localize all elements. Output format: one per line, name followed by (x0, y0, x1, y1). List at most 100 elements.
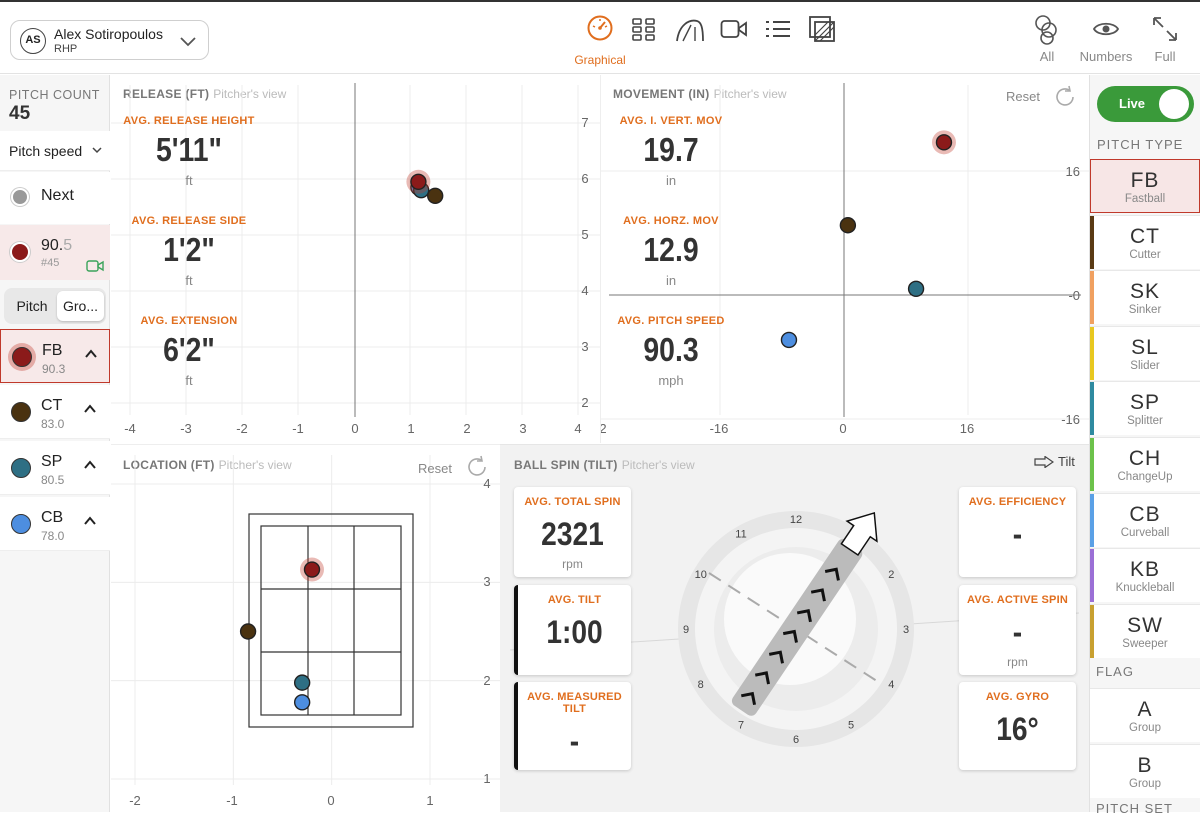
x-tick-label: 0 (351, 421, 358, 436)
data-point-fb (303, 561, 321, 578)
location-reset-button[interactable]: Reset (418, 461, 452, 476)
spin-band-bar (731, 538, 863, 716)
pitch-type-cb[interactable]: CB Curveball (1090, 492, 1200, 547)
x-tick-label: 2 (463, 421, 470, 436)
movement-title: MOVEMENT (IN) Pitcher's view (613, 87, 787, 101)
spin-chevron (754, 671, 770, 685)
pitch-speed: 78.0 (41, 529, 65, 543)
last-pitch-number: #45 (41, 257, 60, 269)
view-numbers[interactable]: Numbers (1079, 49, 1133, 64)
stat-label: AVG. I. VERT. MOV (619, 115, 723, 127)
pitch-dot (11, 402, 31, 422)
pitch-row-sp[interactable]: SP 80.5 (0, 441, 110, 495)
arrow-right-icon (1034, 456, 1054, 468)
pitch-type-sp[interactable]: SP Splitter (1090, 381, 1200, 436)
stat-unit: in (665, 173, 677, 188)
clock-number: 3 (903, 624, 909, 636)
release-stat-1: AVG. RELEASE SIDE 1'2" ft (119, 215, 259, 288)
view-all[interactable]: All (1039, 49, 1055, 64)
pitch-type-name: Cutter (1129, 248, 1161, 261)
pitch-type-ct[interactable]: CT Cutter (1090, 214, 1200, 269)
y-tick-label: -16 (1061, 412, 1080, 427)
x-tick-label: 16 (960, 421, 974, 436)
movement-stat-1: AVG. HORZ. MOV 12.9 in (601, 215, 741, 288)
flag-group-b[interactable]: B Group (1090, 743, 1200, 798)
pitch-type-sw[interactable]: SW Sweeper (1090, 603, 1200, 658)
pitch-abbr: SP (41, 453, 63, 470)
movement-stat-0: AVG. I. VERT. MOV 19.7 in (601, 115, 741, 188)
clock-number: 10 (695, 569, 707, 581)
trajectory-icon[interactable] (675, 17, 705, 43)
pitch-row-cb[interactable]: CB 78.0 (0, 497, 110, 551)
stat-value: 6'2" (163, 331, 215, 368)
pitch-type-ch[interactable]: CH ChangeUp (1090, 437, 1200, 491)
last-pitch-row[interactable]: 90.5 #45 (0, 225, 110, 280)
refresh-icon[interactable] (465, 455, 489, 479)
all-pitches-icon[interactable] (1033, 14, 1061, 46)
stat-value: 19.7 (643, 131, 699, 168)
video-icon[interactable] (86, 260, 104, 272)
pitch-abbr: FB (42, 342, 63, 359)
card-value: - (569, 723, 580, 759)
y-tick-label: 2 (581, 395, 588, 410)
view-full[interactable]: Full (1154, 49, 1176, 64)
eye-icon[interactable] (1093, 20, 1119, 38)
strike-zone-icon[interactable] (808, 15, 836, 43)
card-unit: rpm (562, 557, 583, 571)
location-panel: LOCATION (FT) Pitcher's view -2 -1 0 1 4 3 2 1 R… (111, 444, 500, 812)
metric-select-value: Pitch speed (9, 143, 83, 159)
pitch-dot (11, 458, 31, 478)
data-point-sp (907, 280, 925, 298)
chevron-up-icon[interactable] (84, 460, 96, 470)
chevron-up-icon[interactable] (85, 349, 97, 359)
grid-icon[interactable] (632, 18, 656, 42)
chevron-up-icon[interactable] (84, 516, 96, 526)
player-selector[interactable]: AS Alex Sotiropoulos RHP (10, 20, 209, 60)
tab-graphical[interactable]: Graphical (574, 53, 626, 67)
pitch-type-color-strip (1090, 326, 1094, 380)
pitch-type-kb[interactable]: KB Knuckleball (1090, 548, 1200, 603)
pitch-set-label: PITCH SET (1096, 801, 1173, 816)
movement-reset-button[interactable]: Reset (1006, 89, 1040, 104)
player-name: Alex Sotiropoulos (54, 26, 163, 42)
pitch-type-name: Splitter (1127, 415, 1163, 428)
list-icon[interactable] (765, 19, 791, 39)
gauge-icon[interactable] (586, 14, 614, 42)
pitch-row-fb[interactable]: FB 90.3 (0, 329, 110, 383)
data-point-ct (839, 217, 857, 234)
pitch-row-ct[interactable]: CT 83.0 (0, 385, 110, 439)
location-subtitle: Pitcher's view (218, 458, 292, 472)
expand-icon[interactable] (1152, 16, 1178, 42)
strike-zone-outer (248, 513, 414, 728)
y-tick-label: 3 (581, 339, 588, 354)
flag-name: Group (1129, 777, 1161, 790)
next-dot (11, 188, 29, 206)
pitch-type-abbr: SP (1129, 391, 1160, 415)
spin-chevron (824, 567, 840, 581)
video-icon[interactable] (720, 19, 748, 39)
pitch-speed: 83.0 (41, 417, 65, 431)
pitch-type-sl[interactable]: SL Slider (1090, 325, 1200, 380)
spin-chevron (810, 588, 826, 602)
clock-number: 11 (735, 529, 746, 541)
player-hand: RHP (54, 43, 78, 55)
toggle-group[interactable]: Gro... (57, 291, 104, 321)
pitch-count-value: 45 (9, 103, 31, 124)
pitch-type-fb[interactable]: FB Fastball (1090, 159, 1200, 213)
live-toggle[interactable]: Live (1097, 86, 1194, 122)
spin-chevron (768, 650, 784, 664)
x-tick-label: -4 (124, 421, 136, 436)
tilt-label: Tilt (1058, 454, 1075, 469)
card-value: - (1012, 516, 1023, 552)
chevron-up-icon[interactable] (84, 404, 96, 414)
toggle-pitch[interactable]: Pitch (16, 298, 48, 314)
pitch-type-sk[interactable]: SK Sinker (1090, 270, 1200, 325)
refresh-icon[interactable] (1053, 85, 1077, 109)
data-point-cb (780, 331, 798, 349)
metric-select[interactable]: Pitch speed (0, 131, 110, 171)
release-stat-2: AVG. EXTENSION 6'2" ft (119, 315, 259, 388)
flag-abbr: A (1137, 698, 1153, 721)
flag-group-a[interactable]: A Group (1090, 688, 1200, 742)
next-pitch-button[interactable]: Next (0, 172, 110, 224)
stat-unit: in (665, 273, 677, 288)
